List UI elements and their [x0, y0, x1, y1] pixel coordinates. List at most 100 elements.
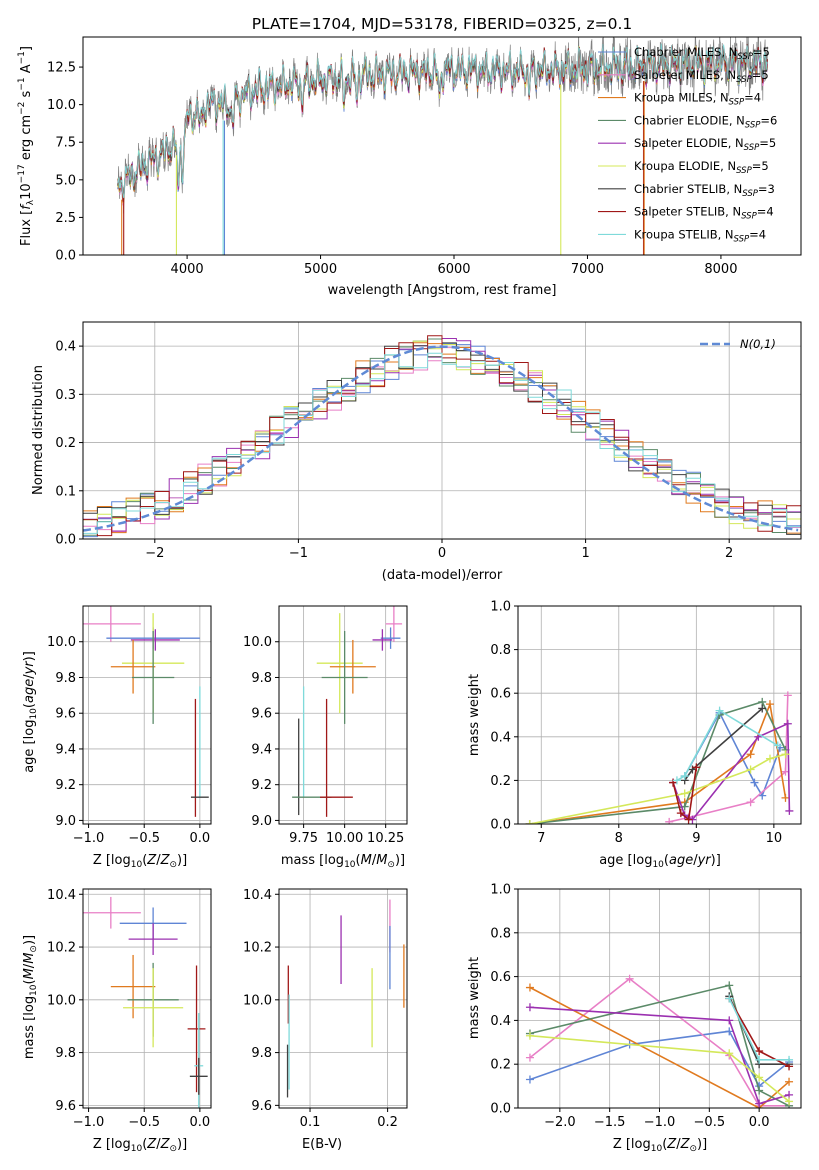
weight-vs-age-xtick-label: 9	[692, 831, 700, 846]
spectrum-model-line	[117, 43, 768, 199]
weight-vs-age-ytick-label: 0.8	[490, 643, 511, 658]
weight-vs-Z-series-line	[529, 986, 790, 1108]
legend-label: Salpeter ELODIE, NSSP=5	[634, 136, 776, 153]
mass-vs-ebv-frame	[278, 888, 408, 1109]
mass-vs-ebv-ytick-label: 9.6	[251, 1099, 272, 1114]
spectrum-ytick-label: 12.5	[47, 61, 76, 76]
weight-vs-age-point-marker	[525, 820, 534, 824]
age-vs-Z-panel: Z [log10(Z/Z⊙)] age [log10(age/yr)] −1.0…	[22, 605, 212, 870]
weight-vs-Z-xtick-label: −1.5	[594, 1115, 626, 1130]
weight-vs-Z-series-line	[529, 1006, 790, 1105]
weight-vs-age-point-marker	[715, 706, 724, 715]
weight-vs-age-point-marker	[785, 806, 794, 815]
mass-vs-ebv-xtick-label: 0.1	[300, 1115, 321, 1130]
residuals-panel: (data-model)/error Normed distribution −…	[31, 321, 802, 583]
weight-vs-Z-panel: Z [log10(Z/Z⊙)] mass weight −2.0 −1.5 −1.0…	[467, 883, 802, 1154]
weight-vs-age-xlabel: age [log10(age/yr)]	[599, 853, 721, 870]
spectrum-frame	[82, 36, 802, 256]
weight-vs-Z-point-marker	[525, 1003, 534, 1012]
age-vs-Z-frame	[82, 605, 212, 825]
legend-label: Kroupa MILES, NSSP=4	[634, 91, 761, 108]
mass-vs-Z-panel: Z [log10(Z/Z⊙)] mass [log10(M/M⊙)] −1.0 −…	[22, 888, 212, 1154]
weight-vs-Z-ytick-label: 0.0	[490, 1102, 511, 1117]
residuals-ytick-label: 0.3	[55, 388, 76, 403]
weight-vs-Z-point-marker	[755, 1055, 764, 1064]
weight-vs-Z-series-line	[529, 984, 790, 1107]
weight-vs-age-point-marker	[680, 772, 689, 781]
spectrum-ytick-label: 7.5	[55, 136, 76, 151]
age-vs-mass-ytick-label: 9.2	[251, 778, 272, 793]
age-vs-mass-plot-area	[292, 606, 403, 817]
weight-vs-Z-xtick-label: 0.0	[749, 1115, 770, 1130]
spectrum-xtick-label: 5000	[304, 262, 337, 277]
weight-vs-age-point-marker	[783, 719, 792, 728]
spectrum-ylabel: Flux [fλ10−17 erg cm−2 s−1 A−1]	[17, 46, 36, 246]
weight-vs-age-point-marker	[692, 763, 701, 772]
mass-vs-ebv-xtick-label: 0.2	[377, 1115, 398, 1130]
weight-vs-Z-point-marker	[785, 1077, 794, 1086]
age-vs-mass-ytick-label: 9.4	[251, 742, 272, 757]
weight-vs-Z-xtick-label: −0.5	[694, 1115, 726, 1130]
weight-vs-age-point-marker	[773, 741, 782, 750]
spectrum-ytick-label: 0.0	[55, 249, 76, 264]
weight-vs-Z-point-marker	[525, 1031, 534, 1040]
weight-vs-Z-ytick-label: 0.4	[490, 1014, 511, 1029]
weight-vs-Z-xtick-label: −1.0	[644, 1115, 676, 1130]
age-vs-Z-ytick-label: 9.0	[55, 814, 76, 829]
weight-vs-age-ytick-label: 0.4	[490, 730, 511, 745]
legend-label: Kroupa STELIB, NSSP=4	[634, 227, 766, 244]
mass-vs-Z-xlabel: Z [log10(Z/Z⊙)]	[93, 1137, 187, 1154]
weight-vs-Z-point-marker	[725, 981, 734, 990]
age-vs-mass-frame	[278, 605, 408, 825]
gaussian-reference-line	[83, 345, 799, 532]
residuals-xtick-label: −2	[145, 546, 164, 561]
mass-vs-ebv-ytick-label: 10.0	[243, 993, 272, 1008]
legend-label: Kroupa ELODIE, NSSP=5	[634, 159, 769, 176]
weight-vs-age-ytick-label: 0.0	[490, 818, 511, 833]
weight-vs-age-series-line	[529, 753, 786, 824]
weight-vs-Z-point-marker	[725, 1049, 734, 1058]
age-vs-Z-xtick-label: −1.0	[73, 831, 105, 846]
weight-vs-age-point-marker	[676, 809, 685, 818]
weight-vs-Z-point-marker	[625, 974, 634, 983]
mass-vs-Z-plot-area	[83, 896, 208, 1108]
age-vs-Z-xlabel: Z [log10(Z/Z⊙)]	[93, 853, 187, 870]
legend-label: Chabrier ELODIE, NSSP=6	[634, 113, 777, 130]
spectrum-panel: wavelength [Angstrom, rest frame] Flux […	[17, 36, 802, 298]
age-vs-mass-ytick-label: 9.6	[251, 707, 272, 722]
residuals-xtick-label: −1	[289, 546, 308, 561]
weight-vs-Z-point-marker	[525, 1075, 534, 1084]
age-vs-mass-xtick-label: 10.25	[367, 831, 404, 846]
weight-vs-Z-point-marker	[755, 1047, 764, 1056]
weight-vs-Z-ytick-label: 0.6	[490, 970, 511, 985]
mass-vs-Z-ytick-label: 10.2	[47, 941, 76, 956]
age-vs-mass-xlabel: mass [log10(M/M⊙)]	[281, 853, 405, 870]
age-vs-mass-ytick-label: 9.0	[251, 814, 272, 829]
mass-vs-Z-ytick-label: 10.0	[47, 993, 76, 1008]
residuals-ytick-label: 0.1	[55, 484, 76, 499]
residual-histogram-step	[83, 352, 801, 539]
weight-vs-age-point-marker	[750, 778, 759, 787]
weight-vs-age-point-marker	[781, 793, 790, 802]
weight-vs-Z-frame	[517, 888, 802, 1109]
spectrum-ytick-label: 10.0	[47, 98, 76, 113]
weight-vs-Z-point-marker	[755, 1099, 764, 1108]
weight-vs-Z-xlabel: Z [log10(Z/Z⊙)]	[613, 1137, 707, 1154]
mass-vs-ebv-plot-area	[286, 899, 405, 1098]
spectrum-xlabel: wavelength [Angstrom, rest frame]	[328, 283, 557, 298]
weight-vs-Z-point-marker	[725, 1016, 734, 1025]
residuals-ylabel: Normed distribution	[31, 365, 46, 495]
age-vs-mass-xtick-label: 9.75	[289, 831, 318, 846]
weight-vs-Z-xtick-label: −2.0	[544, 1115, 576, 1130]
spectrum-ytick-label: 2.5	[55, 211, 76, 226]
age-vs-Z-ytick-label: 9.2	[55, 778, 76, 793]
weight-vs-age-frame	[517, 605, 802, 825]
weight-vs-Z-series-line	[529, 1034, 790, 1103]
weight-vs-age-point-marker	[765, 754, 774, 763]
weight-vs-age-point-marker	[765, 700, 774, 709]
weight-vs-age-point-marker	[684, 815, 693, 824]
residuals-xlabel: (data-model)/error	[382, 568, 503, 583]
weight-vs-age-xtick-label: 8	[615, 831, 623, 846]
weight-vs-age-xtick-label: 10	[766, 831, 783, 846]
